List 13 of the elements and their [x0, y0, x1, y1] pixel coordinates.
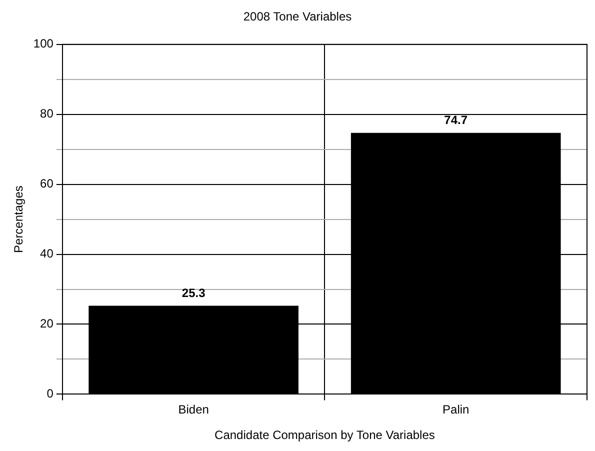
chart-title: 2008 Tone Variables — [243, 10, 352, 24]
x-axis-title: Candidate Comparison by Tone Variables — [214, 428, 435, 442]
y-axis-title: Percentages — [12, 186, 26, 253]
y-tick-label: 40 — [40, 246, 54, 261]
x-tick-label: Biden — [178, 402, 209, 417]
y-tick-label: 60 — [40, 176, 54, 191]
x-tick-label: Palin — [442, 402, 470, 417]
y-tick-label: 80 — [40, 106, 54, 121]
data-label: 25.3 — [182, 286, 206, 300]
y-tick-label: 100 — [33, 36, 54, 51]
data-label: 74.7 — [444, 113, 468, 128]
y-tick-label: 20 — [40, 316, 54, 331]
y-tick-label: 0 — [46, 386, 54, 401]
